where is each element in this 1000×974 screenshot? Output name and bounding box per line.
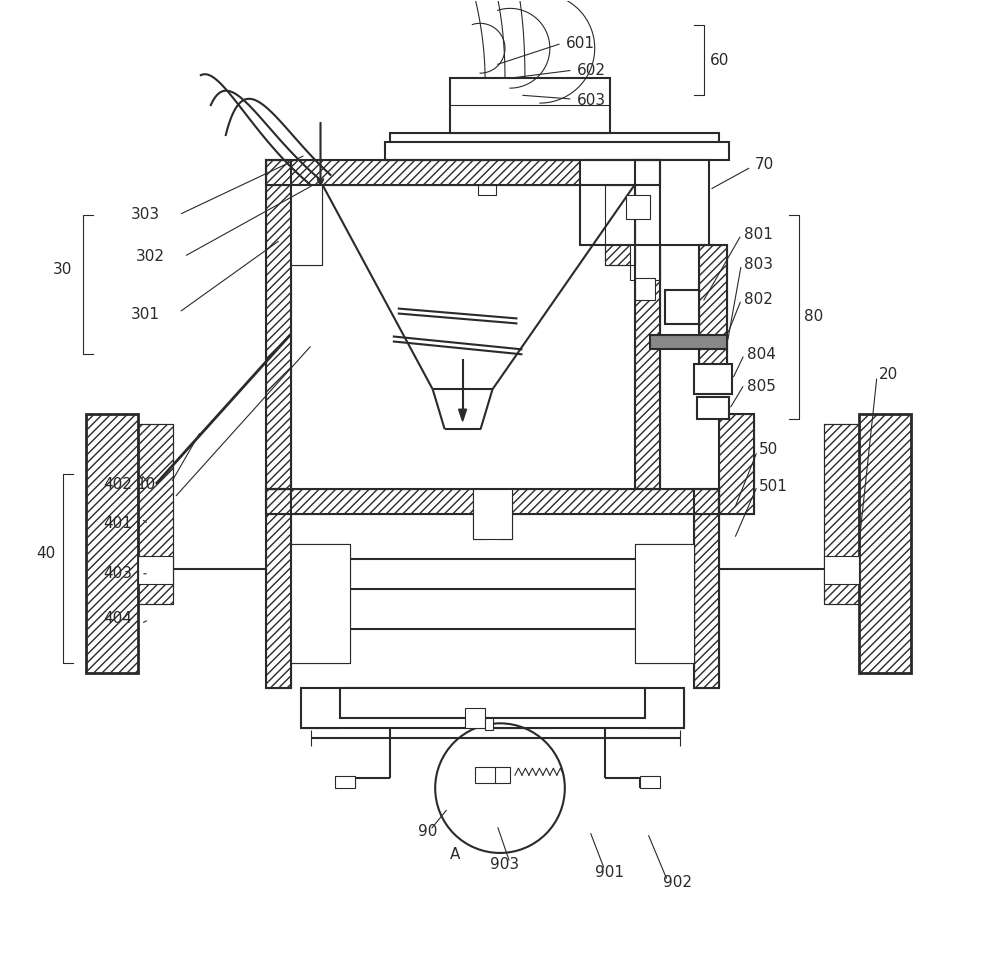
Text: 80: 80 [804, 309, 823, 324]
Text: 403: 403 [103, 566, 132, 581]
Text: 60: 60 [709, 53, 729, 68]
Bar [694, 364, 732, 394]
Bar [266, 160, 291, 489]
Bar [500, 489, 512, 539]
Bar [340, 689, 370, 719]
Text: 603: 603 [577, 93, 606, 107]
Bar [385, 142, 729, 160]
Text: 903: 903 [490, 857, 519, 873]
Bar [138, 425, 173, 604]
Bar [699, 244, 727, 385]
Bar [824, 556, 859, 583]
Bar [301, 689, 340, 729]
Bar [605, 185, 635, 265]
Bar [635, 278, 655, 300]
Text: 803: 803 [744, 257, 773, 272]
Bar [473, 489, 485, 539]
Bar [266, 489, 291, 689]
Text: 902: 902 [663, 876, 692, 890]
Bar [266, 160, 660, 185]
Text: 303: 303 [131, 207, 160, 222]
Bar [266, 489, 291, 689]
Bar [859, 414, 911, 673]
Bar [340, 689, 645, 719]
Text: 20: 20 [879, 367, 898, 382]
Bar [699, 244, 727, 385]
Bar [291, 543, 350, 663]
Bar [465, 708, 485, 729]
Text: 90: 90 [418, 823, 438, 839]
Text: 901: 901 [595, 865, 624, 880]
Text: 30: 30 [53, 262, 73, 278]
Bar [615, 689, 645, 719]
Bar [824, 425, 859, 604]
Text: 70: 70 [754, 158, 774, 172]
Bar [719, 414, 754, 514]
Text: A: A [450, 847, 460, 862]
Bar [390, 133, 719, 155]
Bar [138, 556, 173, 583]
Text: 801: 801 [744, 227, 773, 243]
Bar [266, 160, 660, 185]
Bar [640, 776, 660, 788]
Bar [694, 489, 719, 689]
Text: 40: 40 [36, 546, 56, 561]
Bar [650, 335, 727, 350]
Bar [266, 489, 719, 514]
Bar [605, 185, 635, 265]
Text: 501: 501 [759, 478, 788, 494]
Bar [719, 414, 754, 514]
Bar [450, 78, 610, 133]
Text: 804: 804 [747, 347, 776, 362]
Bar [335, 776, 355, 788]
Bar [485, 719, 493, 730]
Bar [630, 244, 660, 280]
Bar [291, 543, 350, 663]
Text: 805: 805 [747, 379, 776, 393]
Bar [291, 185, 322, 265]
Text: 10: 10 [136, 476, 155, 492]
Bar [665, 289, 699, 324]
Bar [824, 425, 859, 604]
Bar [86, 414, 138, 673]
Bar [635, 543, 694, 663]
Bar [138, 425, 173, 604]
Bar [626, 195, 650, 218]
Text: 404: 404 [103, 611, 132, 626]
Bar [86, 414, 138, 673]
Bar [266, 489, 719, 514]
Text: 401: 401 [103, 516, 132, 532]
Polygon shape [459, 409, 467, 421]
Text: 302: 302 [136, 249, 165, 264]
Bar [694, 489, 719, 689]
Bar [635, 160, 660, 489]
Text: 301: 301 [131, 307, 160, 322]
Text: 402: 402 [103, 476, 132, 492]
Text: 601: 601 [566, 36, 595, 51]
Bar [859, 414, 911, 673]
Bar [697, 397, 729, 419]
Bar [473, 489, 512, 539]
Bar [495, 768, 510, 783]
Bar [266, 160, 291, 489]
Bar [580, 160, 709, 244]
Text: 802: 802 [744, 292, 773, 307]
Bar [301, 689, 684, 729]
Text: 602: 602 [577, 62, 606, 78]
Bar [291, 185, 322, 265]
Bar [635, 543, 694, 663]
Text: 50: 50 [759, 441, 779, 457]
Bar [635, 160, 660, 489]
Bar [645, 689, 684, 729]
Bar [478, 78, 496, 195]
Bar [475, 768, 497, 783]
